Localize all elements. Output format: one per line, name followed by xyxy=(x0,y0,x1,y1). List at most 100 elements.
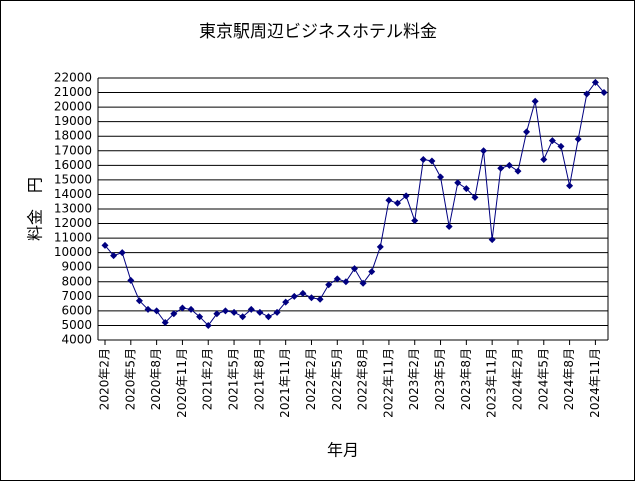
x-tick-label: 2021年5月 xyxy=(227,348,241,410)
x-tick-label: 2023年5月 xyxy=(433,348,447,410)
point xyxy=(221,307,229,315)
point xyxy=(394,199,402,207)
point xyxy=(505,161,513,169)
point xyxy=(445,222,453,230)
point xyxy=(273,308,281,316)
point xyxy=(204,321,212,329)
point xyxy=(144,305,152,313)
point xyxy=(514,167,522,175)
point xyxy=(187,305,195,313)
point xyxy=(247,305,255,313)
point xyxy=(419,156,427,164)
x-tick-label: 2024年8月 xyxy=(562,348,576,410)
point xyxy=(497,164,505,172)
point xyxy=(462,185,470,193)
x-tick-label: 2024年2月 xyxy=(510,348,524,410)
point xyxy=(135,297,143,305)
point xyxy=(230,308,238,316)
point xyxy=(540,156,548,164)
point xyxy=(170,310,178,318)
point xyxy=(342,278,350,286)
point xyxy=(411,217,419,225)
x-tick-label: 2022年8月 xyxy=(356,348,370,410)
y-tick-label: 18000 xyxy=(54,129,92,143)
point xyxy=(359,279,367,287)
point xyxy=(351,265,358,273)
point xyxy=(557,142,565,150)
x-tick-label: 2023年8月 xyxy=(459,348,473,410)
y-tick-label: 6000 xyxy=(61,303,92,317)
x-tick-label: 2020年11月 xyxy=(175,348,189,418)
x-tick-label: 2022年11月 xyxy=(381,348,395,418)
point xyxy=(333,275,341,283)
point xyxy=(574,135,582,143)
y-tick-label: 13000 xyxy=(54,202,92,216)
point xyxy=(428,157,436,165)
point xyxy=(110,252,118,260)
point xyxy=(196,313,204,321)
point xyxy=(454,179,462,187)
y-axis-label: 料金 円 xyxy=(26,177,45,241)
point xyxy=(282,298,290,306)
x-tick-label: 2021年8月 xyxy=(252,348,266,410)
point xyxy=(264,313,272,321)
point xyxy=(368,268,376,276)
point xyxy=(325,281,333,289)
point xyxy=(566,182,574,190)
x-tick-label: 2021年2月 xyxy=(201,348,215,410)
point xyxy=(548,137,556,145)
point xyxy=(402,192,410,200)
x-tick-label: 2023年2月 xyxy=(407,348,421,410)
y-tick-label: 10000 xyxy=(54,245,92,259)
y-tick-label: 14000 xyxy=(54,187,92,201)
point xyxy=(307,294,315,302)
point xyxy=(376,243,384,251)
x-axis-label: 年月 xyxy=(327,441,359,460)
point xyxy=(118,249,126,257)
point xyxy=(471,193,479,201)
y-tick-label: 8000 xyxy=(61,274,92,288)
y-tick-label: 21000 xyxy=(54,85,92,99)
point xyxy=(488,236,496,244)
x-tick-label: 2020年5月 xyxy=(123,348,137,410)
point xyxy=(583,90,591,98)
y-tick-label: 9000 xyxy=(61,260,92,274)
point xyxy=(523,128,531,136)
point xyxy=(153,307,161,315)
x-tick-label: 2022年2月 xyxy=(304,348,318,410)
point xyxy=(127,276,135,284)
x-tick-label: 2020年8月 xyxy=(149,348,163,410)
x-tick-label: 2020年2月 xyxy=(98,348,112,410)
point xyxy=(161,319,169,327)
point xyxy=(101,241,109,249)
point xyxy=(591,78,599,86)
y-tick-label: 4000 xyxy=(61,333,92,347)
point xyxy=(290,292,298,300)
y-tick-label: 16000 xyxy=(54,158,92,172)
point xyxy=(213,310,221,318)
y-tick-label: 22000 xyxy=(54,71,92,85)
point xyxy=(178,304,186,312)
x-tick-label: 2022年5月 xyxy=(330,348,344,410)
y-tick-label: 17000 xyxy=(54,143,92,157)
x-tick-label: 2023年11月 xyxy=(485,348,499,418)
point xyxy=(299,289,307,297)
point xyxy=(531,97,539,105)
y-tick-label: 20000 xyxy=(54,100,92,114)
chart-title: 東京駅周辺ビジネスホテル料金 xyxy=(199,22,437,42)
y-tick-label: 19000 xyxy=(54,114,92,128)
point xyxy=(256,308,264,316)
x-tick-label: 2024年11月 xyxy=(588,348,602,418)
x-tick-label: 2021年11月 xyxy=(278,348,292,418)
y-tick-label: 7000 xyxy=(61,289,92,303)
y-tick-label: 5000 xyxy=(61,318,92,332)
y-tick-label: 11000 xyxy=(54,231,92,245)
point xyxy=(385,196,393,204)
point xyxy=(437,173,445,181)
point xyxy=(316,295,324,303)
y-tick-label: 12000 xyxy=(54,216,92,230)
point xyxy=(239,313,247,321)
point xyxy=(600,89,608,97)
